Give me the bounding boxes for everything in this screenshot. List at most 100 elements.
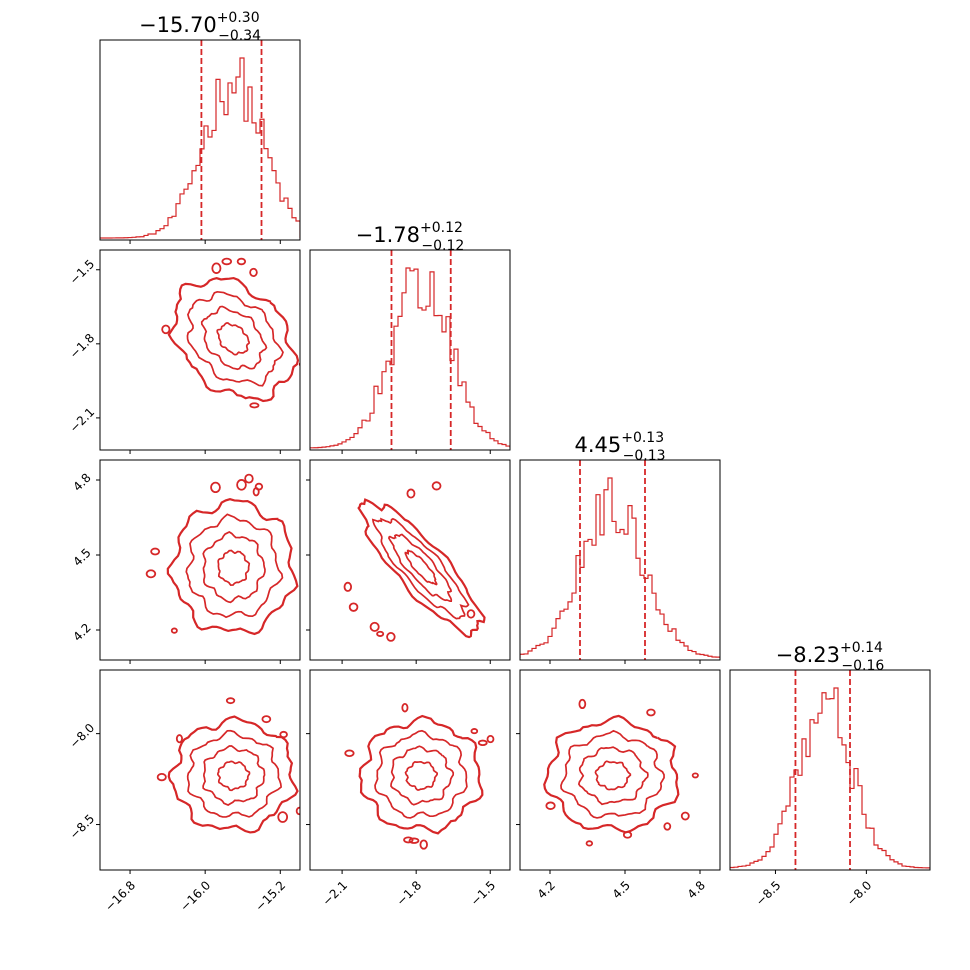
outlier-contour-3-0-6	[261, 715, 272, 724]
y-tick-label-3-1: −8.0	[67, 721, 98, 752]
contour-3-1-1	[390, 745, 455, 806]
outlier-contour-2-0-4	[254, 482, 264, 491]
outlier-contour-1-0-0	[249, 402, 260, 409]
title-lower-1: −0.12	[421, 238, 464, 254]
x-tick-label-0-0: −16.8	[102, 878, 138, 914]
panel-2-2: 4.45+0.13 −0.13	[519, 430, 721, 664]
x-tick-label-0-1: −16.0	[177, 878, 213, 914]
y-tick-label-1-1: −1.8	[67, 331, 98, 362]
outlier-contour-3-1-2	[344, 749, 355, 757]
outlier-contour-1-0-7	[221, 257, 233, 266]
outlier-contour-2-0-1	[210, 481, 221, 494]
panel-1-0: −2.1 −1.8 −1.5	[67, 249, 301, 454]
x-tick-label-2-1: 4.5	[610, 878, 633, 901]
contour-3-1-0	[404, 761, 438, 791]
x-tick-label-2-2: 4.8	[685, 878, 708, 901]
contour-3-2-2	[560, 729, 665, 819]
y-tick-label-2-1: 4.5	[70, 546, 93, 569]
y-tick-label-3-0: −8.5	[67, 812, 98, 843]
contour-3-2-1	[577, 746, 649, 806]
panel-3-3: −8.23+0.14 −0.16 −8.5 −8.0	[729, 640, 931, 909]
contour-3-1-2	[374, 729, 468, 819]
outlier-contour-2-0-7	[145, 569, 157, 579]
outlier-contour-1-0-5	[249, 267, 258, 277]
outlier-contour-2-0-5	[150, 547, 161, 556]
outlier-contour-3-0-5	[279, 730, 288, 739]
contours-1-0	[161, 257, 300, 409]
title-value-2: 4.45	[574, 433, 621, 457]
outlier-contour-3-0-4	[277, 811, 289, 823]
outlier-contour-2-1-4	[431, 481, 442, 491]
outlier-contour-2-1-7	[406, 488, 416, 499]
x-tick-label-3-1: −8.0	[844, 878, 875, 909]
contour-3-1-3	[358, 714, 484, 835]
panel-frame-0-0	[99, 39, 301, 241]
title-lower-2: −0.13	[623, 448, 666, 464]
y-tick-label-2-2: 4.8	[70, 471, 93, 494]
panel-frame-2-0	[99, 459, 301, 661]
title-lower-3: −0.16	[841, 658, 884, 674]
histogram-1	[310, 267, 510, 449]
outlier-contour-3-1-7	[401, 702, 409, 713]
panel-3-1: −2.1 −1.8 −1.5	[306, 669, 511, 909]
contours-3-0	[156, 697, 308, 834]
panel-0-0: −15.70+0.30 −0.34	[99, 10, 301, 244]
outlier-contour-3-2-7	[680, 811, 690, 821]
outlier-contour-3-0-1	[156, 772, 167, 782]
outlier-contour-3-2-0	[545, 801, 556, 810]
title-2: 4.45+0.13 −0.13	[574, 430, 665, 464]
panel-frame-3-2	[519, 669, 721, 871]
outlier-contour-1-0-4	[161, 324, 171, 335]
title-value-3: −8.23	[776, 643, 840, 667]
y-tick-label-2-0: 4.2	[70, 621, 93, 644]
outlier-contour-3-0-2	[295, 806, 300, 816]
outlier-contour-3-1-0	[486, 734, 495, 744]
panel-frame-3-1	[309, 669, 511, 871]
outlier-contour-3-1-6	[408, 837, 420, 844]
contours-3-2	[543, 698, 699, 847]
title-0: −15.70+0.30 −0.34	[139, 10, 261, 44]
outlier-contour-2-1-6	[343, 581, 353, 592]
title-lower-0: −0.34	[218, 28, 261, 44]
contour-1-0-2	[186, 290, 284, 387]
x-tick-label-2-0: 4.2	[535, 878, 558, 901]
title-upper-0: +0.30	[217, 10, 260, 26]
outlier-contour-3-2-6	[578, 698, 587, 710]
outlier-contour-3-2-4	[663, 822, 672, 831]
x-tick-label-1-2: −1.5	[468, 878, 499, 909]
panel-frame-2-2	[519, 459, 721, 661]
x-tick-label-3-0: −8.5	[753, 878, 784, 909]
contour-2-1-2	[371, 517, 470, 620]
panel-frame-1-0	[99, 249, 301, 451]
outlier-contour-2-0-2	[244, 473, 254, 484]
title-upper-2: +0.13	[621, 430, 664, 446]
panel-frame-3-3	[729, 669, 931, 871]
histogram-0	[100, 57, 300, 239]
x-tick-label-1-1: −1.8	[394, 878, 425, 909]
outlier-contour-3-0-3	[302, 740, 308, 749]
contour-2-1-3	[357, 498, 486, 639]
panel-3-0: −16.8 −16.0 −15.2 −8.5 −8.0	[67, 669, 308, 914]
contours-2-1	[343, 481, 486, 642]
title-value-0: −15.70	[139, 13, 217, 37]
contour-2-0-2	[185, 513, 284, 619]
contour-3-2-3	[543, 714, 680, 834]
contour-2-1-0	[404, 549, 438, 586]
contour-3-2-0	[594, 760, 632, 791]
y-tick-label-1-0: −2.1	[67, 405, 98, 436]
outlier-contour-2-1-3	[369, 621, 380, 632]
outlier-contour-2-1-2	[466, 609, 476, 619]
outlier-contour-3-0-7	[225, 697, 236, 705]
outlier-contour-2-0-3	[236, 479, 247, 491]
title-value-1: −1.78	[356, 223, 420, 247]
contour-2-0-3	[166, 498, 299, 636]
contour-2-0-0	[217, 549, 251, 587]
histogram-3	[730, 687, 930, 869]
contour-1-0-3	[167, 276, 300, 403]
contour-3-0-3	[167, 715, 299, 834]
y-tick-label-1-2: −1.5	[67, 257, 98, 288]
contour-3-0-2	[186, 729, 283, 818]
contour-2-0-1	[202, 531, 266, 604]
title-3: −8.23+0.14 −0.16	[776, 640, 885, 674]
